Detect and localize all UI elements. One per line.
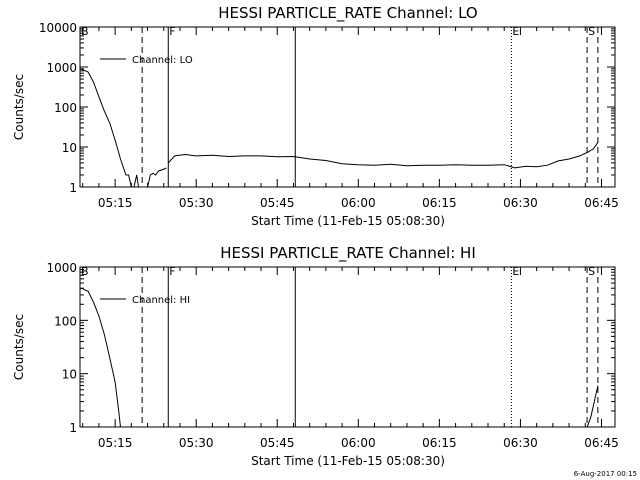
y-tick-label-hi: 1 <box>69 421 77 435</box>
plot-frame-lo <box>79 26 616 188</box>
series-line-lo <box>133 174 139 187</box>
event-marker-label-hi: F <box>169 265 175 278</box>
x-axis-label-lo: Start Time (11-Feb-15 05:08:30) <box>251 214 445 228</box>
series-line-lo <box>147 167 167 187</box>
y-tick-label-lo: 10 <box>62 141 77 155</box>
plot-frame-hi <box>79 266 616 428</box>
series-line-hi <box>80 287 121 427</box>
x-tick-label-lo: 06:00 <box>341 196 376 210</box>
series-line-hi <box>586 385 599 427</box>
x-tick-label-lo: 05:30 <box>179 196 214 210</box>
x-tick-label-hi: 05:45 <box>260 436 295 450</box>
y-axis-label-hi: Counts/sec <box>12 314 26 380</box>
chart-panel-hi: HESSI PARTICLE_RATE Channel: HI Counts/s… <box>12 244 619 468</box>
y-tick-label-hi: 100 <box>54 314 77 328</box>
x-tick-label-lo: 05:45 <box>260 196 295 210</box>
event-marker-label-hi: E <box>512 265 519 278</box>
y-tick-label-hi: 10 <box>62 368 77 382</box>
event-marker-label-lo: E <box>512 25 519 38</box>
chart-title-hi: HESSI PARTICLE_RATE Channel: HI <box>220 244 476 263</box>
event-marker-label-lo: F <box>169 25 175 38</box>
y-tick-label-lo: 10000 <box>39 21 77 35</box>
x-tick-label-lo: 06:15 <box>422 196 457 210</box>
series-line-lo <box>167 142 599 169</box>
y-axis-label-lo: Counts/sec <box>12 74 26 140</box>
x-axis-label-hi: Start Time (11-Feb-15 05:08:30) <box>251 454 445 468</box>
y-tick-label-lo: 1000 <box>46 61 77 75</box>
x-tick-label-hi: 05:15 <box>98 436 133 450</box>
y-tick-label-lo: 1 <box>69 181 77 195</box>
series-line-lo <box>80 68 132 187</box>
chart-panel-lo: HESSI PARTICLE_RATE Channel: LO Counts/s… <box>12 4 619 228</box>
event-marker-label-hi: B <box>81 265 89 278</box>
event-marker-label-lo: B <box>81 25 89 38</box>
x-tick-label-lo: 06:45 <box>584 196 619 210</box>
x-tick-label-hi: 06:45 <box>584 436 619 450</box>
x-tick-label-hi: 06:00 <box>341 436 376 450</box>
x-tick-label-hi: 06:30 <box>503 436 538 450</box>
event-marker-label-hi: S <box>588 265 595 278</box>
legend-label-hi: Channel: HI <box>132 295 190 306</box>
x-tick-label-lo: 05:15 <box>98 196 133 210</box>
legend-label-lo: Channel: LO <box>132 55 193 66</box>
x-tick-label-hi: 05:30 <box>179 436 214 450</box>
y-tick-label-lo: 100 <box>54 101 77 115</box>
chart-title-lo: HESSI PARTICLE_RATE Channel: LO <box>218 4 477 23</box>
x-tick-label-lo: 06:30 <box>503 196 538 210</box>
event-marker-label-lo: S <box>588 25 595 38</box>
y-tick-label-hi: 1000 <box>46 261 77 275</box>
footer-timestamp: 6-Aug-2017 00:15 <box>574 470 637 478</box>
x-tick-label-hi: 06:15 <box>422 436 457 450</box>
